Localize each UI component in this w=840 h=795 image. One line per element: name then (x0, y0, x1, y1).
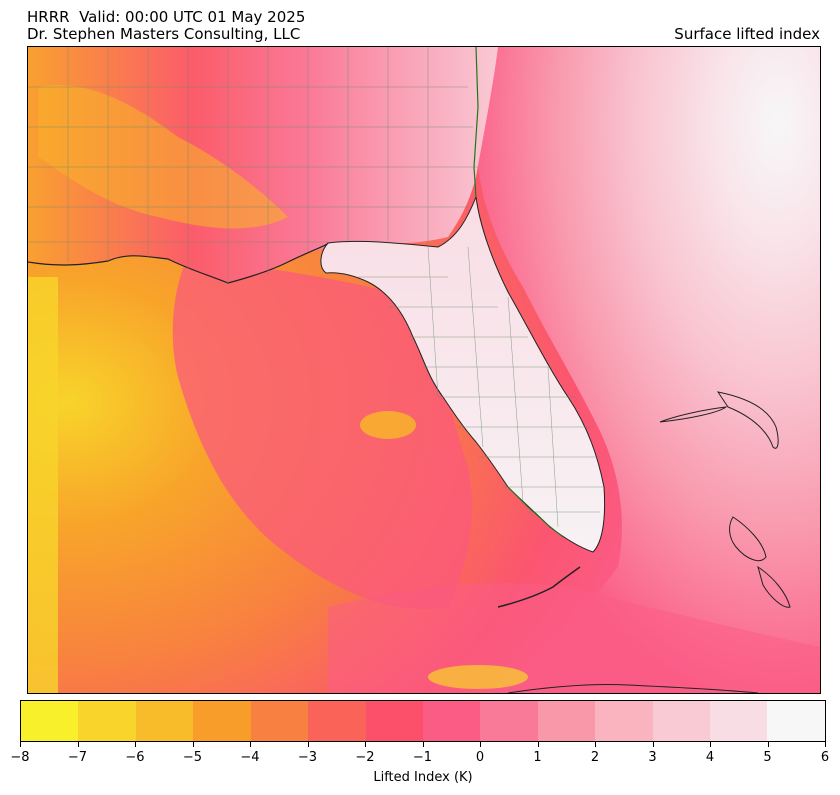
colorbar-segment (537, 701, 596, 741)
colorbar-tick-label: −5 (182, 750, 203, 765)
colorbar-tick-label: 0 (475, 750, 485, 765)
colorbar-segment (21, 701, 79, 741)
bahamas-island-1 (716, 391, 779, 449)
colorbar-tick (825, 742, 826, 747)
colorbar-tick (307, 742, 309, 747)
colorbar-tick-label: 4 (705, 750, 715, 765)
colorbar-tick-label: −4 (240, 750, 260, 765)
colorbar-tick (422, 742, 424, 747)
colorbar-tick-label: −6 (125, 750, 145, 765)
colorbar-segment (595, 701, 653, 741)
colorbar-tick (767, 742, 769, 747)
colorbar-tick (250, 742, 251, 747)
map-panel (27, 46, 821, 694)
green-coast-sw (507, 486, 564, 538)
title-right: Surface lifted index (674, 25, 820, 43)
south-yellow-spot (428, 665, 528, 689)
colorbar-tick-label: −2 (355, 750, 375, 765)
colorbar-tick-label: 5 (763, 750, 772, 765)
cuba-coast (507, 683, 759, 693)
colorbar-tick-label: −7 (67, 750, 88, 765)
colorbar-label: Lifted Index (K) (373, 770, 473, 785)
colorbar-tick (710, 742, 711, 747)
colorbar-tick (135, 742, 136, 747)
colorbar-tick (20, 742, 21, 747)
colorbar-segment (365, 701, 423, 741)
title-line-1: HRRR Valid: 00:00 UTC 01 May 2025 (27, 8, 306, 26)
colorbar-segment (710, 701, 768, 741)
colorbar-tick-label: 3 (648, 750, 657, 765)
colorbar (20, 700, 826, 742)
colorbar-tick-label: −1 (412, 750, 433, 765)
colorbar-tick (192, 742, 194, 747)
colorbar-segment (652, 701, 711, 741)
green-coast-east (473, 47, 479, 198)
south-pink-band (328, 583, 820, 693)
colorbar-tick (480, 742, 481, 747)
colorbar-tick (77, 742, 79, 747)
colorbar-tick (595, 742, 596, 747)
lifted-index-map (28, 47, 820, 693)
bahamas-island-2 (659, 406, 728, 423)
atlantic-field (468, 47, 820, 693)
gulf-pink-plume (172, 257, 472, 609)
panhandle-coast (28, 242, 329, 284)
colorbar-tick-label: −3 (297, 750, 318, 765)
colorbar-tick-label: 6 (820, 750, 830, 765)
county-lines (28, 47, 604, 528)
west-yellow-strip (28, 277, 58, 693)
colorbar-tick (652, 742, 654, 747)
title-line-2: Dr. Stephen Masters Consulting, LLC (27, 25, 301, 43)
florida-keys (497, 566, 581, 608)
colorbar-segment (480, 701, 538, 741)
colorbar-segment (767, 701, 825, 741)
yellow-spot (360, 411, 416, 439)
bahamas-island-3 (729, 516, 767, 562)
colorbar-tick (365, 742, 366, 747)
colorbar-tick-label: 1 (533, 750, 542, 765)
colorbar-segment (308, 701, 366, 741)
colorbar-segment (135, 701, 194, 741)
bahamas-island-4 (757, 565, 791, 608)
colorbar-segment (422, 701, 481, 741)
colorbar-tick-label: 2 (590, 750, 600, 765)
colorbar-tick-label: −8 (10, 750, 30, 765)
north-orange-patch (38, 85, 288, 229)
land-north (28, 47, 498, 283)
colorbar-tick (537, 742, 539, 747)
colorbar-segment (250, 701, 309, 741)
colorbar-segment (78, 701, 136, 741)
colorbar-segment (193, 701, 251, 741)
